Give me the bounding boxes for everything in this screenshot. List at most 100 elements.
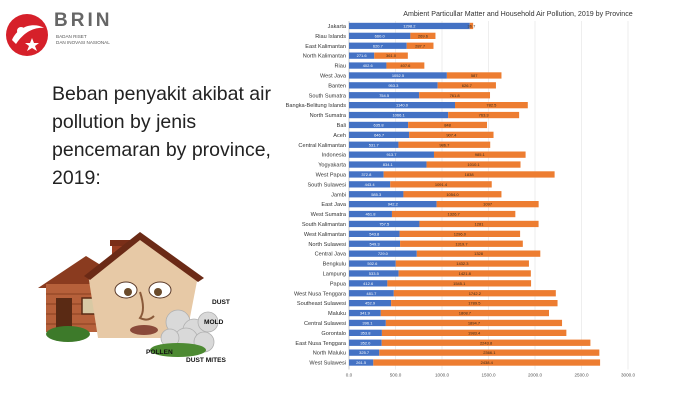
data-label-household: 1319.7 <box>455 241 468 246</box>
category-label: Gorontalo <box>321 331 346 337</box>
data-label-household: 626.7 <box>462 83 473 88</box>
bar-ambient <box>349 359 374 366</box>
data-label-household: 287.7 <box>415 43 426 48</box>
category-label: Bali <box>337 123 346 129</box>
bar-ambient <box>349 171 384 178</box>
bar-ambient <box>349 349 380 356</box>
data-label-household: 1742.2 <box>469 291 482 296</box>
category-label: Central Java <box>315 252 347 258</box>
category-label: Papua <box>330 281 347 287</box>
bar-household <box>380 309 550 317</box>
category-label: South Sumatra <box>309 93 347 99</box>
logo-subtitle: BADAN RISET DAN INOVASI NASIONAL <box>56 34 146 45</box>
bar-household <box>408 121 487 129</box>
data-label-household: 1328 <box>474 251 484 256</box>
x-tick-label: 2500.0 <box>574 373 588 378</box>
bar-household <box>419 220 539 228</box>
bar-household <box>403 191 502 198</box>
house-pollution-illustration: DUST MOLD POLLEN DUST MITES <box>38 232 230 364</box>
data-label-household: 1054.0 <box>446 192 459 197</box>
bar-ambient <box>349 62 387 69</box>
data-label-ambient: 549.3 <box>370 241 381 246</box>
data-label-ambient: 261.5 <box>356 360 367 365</box>
category-label: North Kalimantan <box>303 54 346 60</box>
data-label-household: 2366.1 <box>483 350 496 355</box>
category-label: Lampung <box>323 271 346 277</box>
bar-ambient <box>349 201 437 208</box>
bar-household <box>426 161 521 168</box>
data-label-household: 1326.7 <box>448 212 461 217</box>
data-label-household: 986.7 <box>439 142 450 147</box>
data-label-household: 1808.7 <box>459 311 472 316</box>
bar-household <box>448 111 520 119</box>
bar-household <box>399 230 521 237</box>
category-label: West Sumatra <box>311 212 347 218</box>
illustration-label-dust: DUST <box>212 299 230 306</box>
brin-logo-mark-icon <box>6 14 48 56</box>
bar-ambient <box>349 280 388 287</box>
bar-household <box>374 52 408 59</box>
category-label: Riau Islands <box>315 34 346 40</box>
data-label-household: 1545.1 <box>453 281 466 286</box>
illustration-label-mold: MOLD <box>204 319 224 326</box>
category-label: Riau <box>334 64 346 70</box>
bar-household <box>383 171 555 178</box>
bar-ambient <box>349 32 411 39</box>
bar-ambient <box>349 240 401 247</box>
bar-ambient <box>349 260 396 267</box>
data-label-household: 587 <box>471 73 478 78</box>
category-label: West Nusa Tenggara <box>294 291 347 297</box>
data-label-ambient: 754.5 <box>379 93 390 98</box>
category-label: Bengkulu <box>323 262 346 268</box>
data-label-ambient: 372.8 <box>361 172 372 177</box>
bar-ambient <box>349 22 470 30</box>
data-label-household: 1983.4 <box>468 330 481 335</box>
data-label-ambient: 325.7 <box>359 350 370 355</box>
bar-ambient <box>349 111 449 119</box>
category-label: Yogyakarta <box>318 163 347 169</box>
bar-household <box>446 72 502 79</box>
x-tick-label: 3000.0 <box>621 373 635 378</box>
bar-household <box>381 339 591 346</box>
x-tick-label: 1500.0 <box>481 373 495 378</box>
data-label-ambient: 452.9 <box>365 301 376 306</box>
bar-ambient <box>349 52 375 59</box>
data-label-ambient: 757.5 <box>379 221 390 226</box>
bar-household <box>391 300 558 307</box>
data-label-ambient: 729.0 <box>378 251 389 256</box>
bar-ambient <box>349 270 399 277</box>
bar-ambient <box>349 131 410 138</box>
category-label: South Sulawesi <box>307 182 346 188</box>
data-label-ambient: 543.8 <box>369 231 380 236</box>
bar-household <box>379 349 600 356</box>
category-label: Central Sulawesi <box>304 321 346 327</box>
category-label: West Kalimantan <box>304 232 346 238</box>
category-label: West Sulawesi <box>309 361 346 367</box>
data-label-ambient: 1298.2 <box>403 23 416 28</box>
bar-household <box>393 290 556 297</box>
category-label: Maluku <box>328 311 346 317</box>
logo-subtitle-line2: DAN INOVASI NASIONAL <box>56 39 110 45</box>
data-label-ambient: 341.9 <box>360 311 371 316</box>
category-label: Southeast Sulawesi <box>297 301 346 307</box>
bar-household <box>395 260 529 267</box>
bar-ambient <box>349 300 392 307</box>
bar-ambient <box>349 230 400 237</box>
x-tick-label: 2000.0 <box>528 373 542 378</box>
bar-household <box>433 151 526 158</box>
bar-ambient <box>349 121 409 129</box>
data-label-household: 1421.8 <box>459 271 472 276</box>
data-label-ambient: 620.7 <box>373 43 384 48</box>
data-label-ambient: 502.6 <box>367 261 378 266</box>
data-label-ambient: 913.7 <box>386 152 397 157</box>
data-label-ambient: 533.5 <box>369 271 380 276</box>
bar-ambient <box>349 290 394 297</box>
category-label: Indonesia <box>322 153 347 159</box>
data-label-household: 1296.0 <box>454 231 467 236</box>
illustration-label-dust-mites: DUST MITES <box>186 357 227 364</box>
category-label: South Kalimantan <box>302 222 346 228</box>
bar-household <box>373 359 601 366</box>
bar-ambient <box>349 42 407 49</box>
bar-household <box>455 102 528 109</box>
